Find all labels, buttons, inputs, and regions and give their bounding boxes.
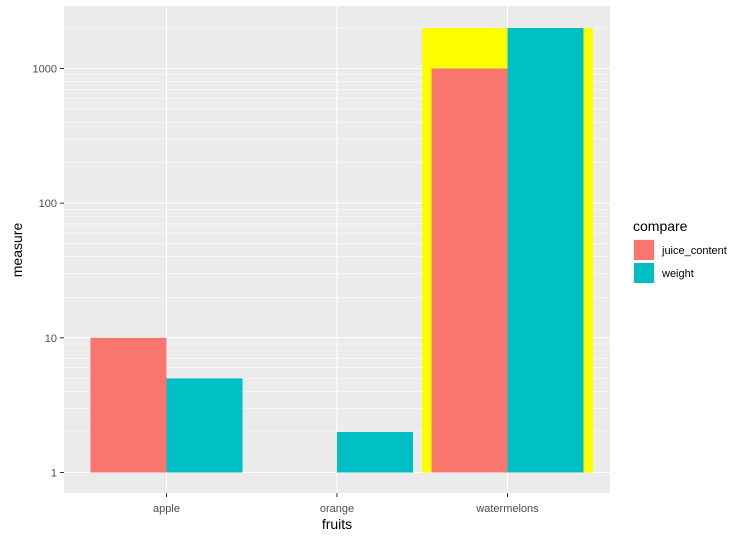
legend-title: compare (633, 218, 688, 234)
legend-label-juice_content: juice_content (661, 245, 727, 257)
legend-label-weight: weight (661, 268, 694, 280)
y-tick-label: 100 (39, 198, 57, 210)
y-tick-label: 1 (51, 468, 57, 480)
bar-weight-orange (337, 431, 413, 473)
y-tick-label: 1000 (33, 64, 57, 76)
y-tick-label: 10 (45, 333, 57, 345)
bars (90, 27, 584, 473)
legend-key-juice_content (634, 240, 654, 260)
x-axis: apple orange watermelons (153, 493, 539, 515)
y-axis: 1 10 100 1000 (33, 64, 64, 480)
x-tick-label: watermelons (475, 503, 539, 515)
bar-weight-watermelons (507, 27, 584, 473)
x-tick-label: orange (320, 503, 354, 515)
y-axis-title: measure (9, 223, 25, 278)
x-tick-label: apple (153, 503, 180, 515)
bar-juice_content-watermelons (431, 68, 508, 473)
bar-juice_content-apple (90, 337, 167, 473)
legend-key-weight (634, 263, 654, 283)
x-axis-title: fruits (322, 516, 352, 532)
bar-weight-apple (166, 378, 243, 473)
